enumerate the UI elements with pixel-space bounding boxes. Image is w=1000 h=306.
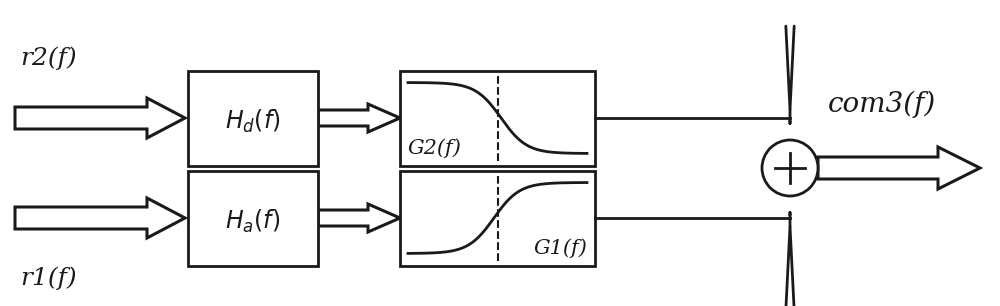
Text: $H_d(f)$: $H_d(f)$ [225, 107, 281, 135]
Bar [400, 70, 595, 166]
Bar [188, 70, 318, 166]
Polygon shape [318, 104, 400, 132]
Circle shape [762, 140, 818, 196]
Polygon shape [15, 198, 185, 238]
Polygon shape [818, 147, 980, 189]
Text: G1(f): G1(f) [533, 238, 587, 258]
Polygon shape [318, 204, 400, 232]
Text: com3(f): com3(f) [828, 91, 936, 118]
Text: G2(f): G2(f) [408, 138, 462, 158]
Bar [400, 70, 595, 166]
Bar [400, 170, 595, 266]
Text: r2(f): r2(f) [20, 47, 77, 70]
Bar [400, 170, 595, 266]
Bar [188, 170, 318, 266]
Text: $H_a(f)$: $H_a(f)$ [225, 207, 281, 235]
Text: r1(f): r1(f) [20, 266, 77, 289]
Polygon shape [15, 98, 185, 138]
